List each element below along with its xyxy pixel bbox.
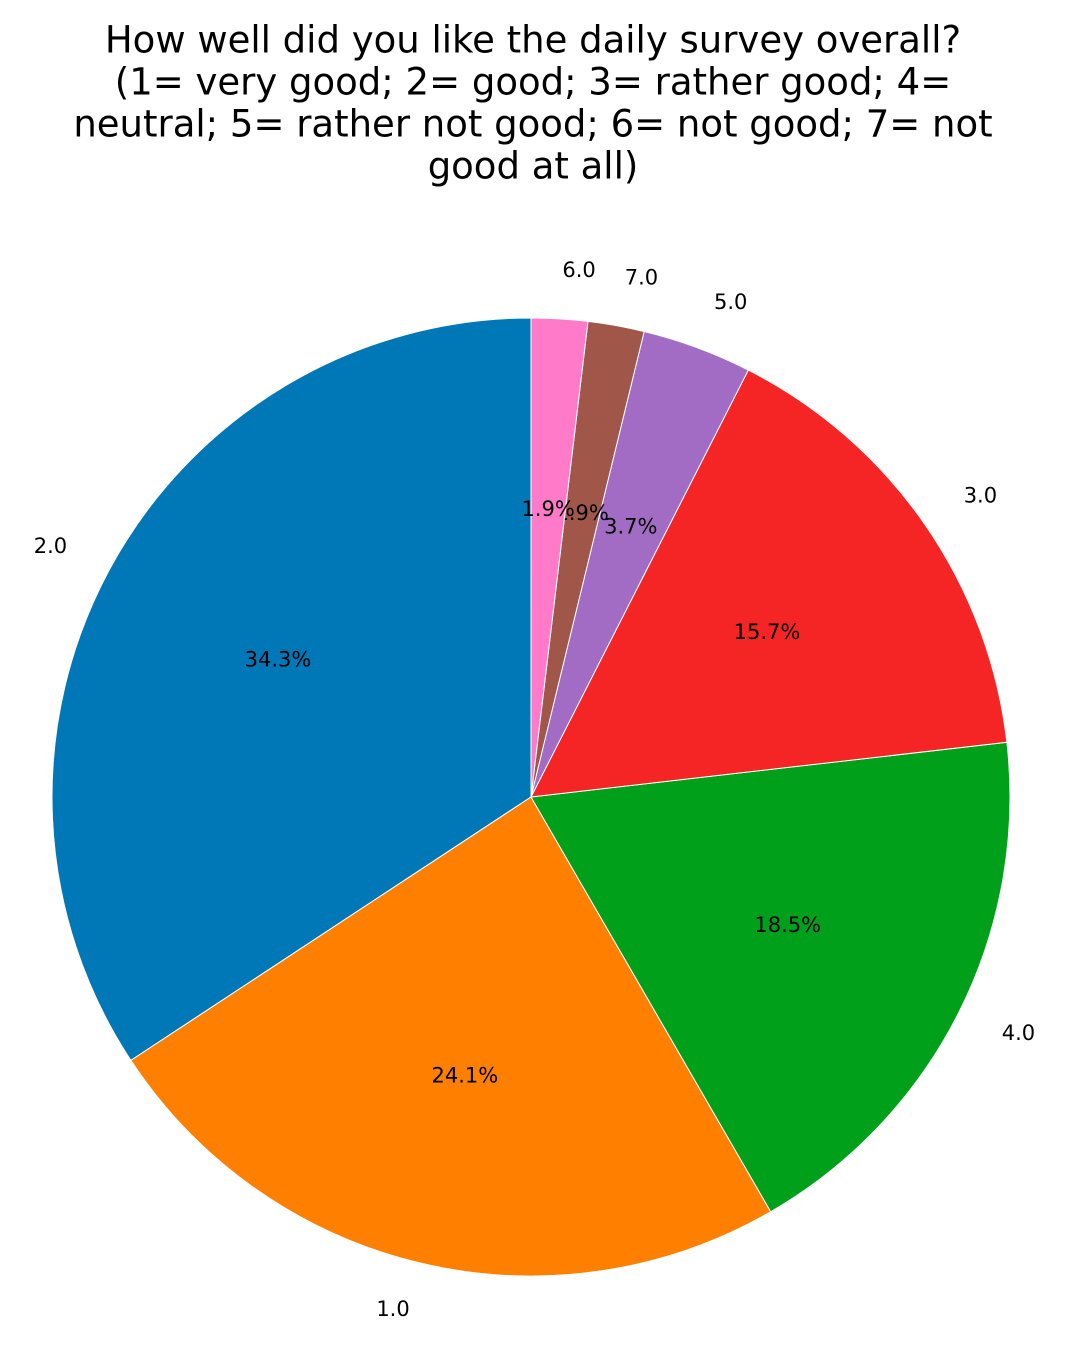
value-label: 15.7% bbox=[734, 620, 801, 644]
slice-label: 3.0 bbox=[964, 483, 997, 507]
chart-title: neutral; 5= rather not good; 6= not good… bbox=[73, 103, 992, 146]
slice-label: 7.0 bbox=[625, 266, 658, 290]
slice-label: 2.0 bbox=[34, 534, 67, 558]
pie-slice bbox=[530, 741, 1011, 1213]
value-label: 18.5% bbox=[754, 913, 821, 937]
value-label: 24.1% bbox=[431, 1064, 498, 1088]
pie-slice bbox=[130, 796, 772, 1277]
value-label: 1.9% bbox=[521, 497, 574, 521]
pie-slice bbox=[51, 317, 532, 1062]
value-label: 34.3% bbox=[245, 648, 312, 672]
chart-title: (1= very good; 2= good; 3= rather good; … bbox=[115, 61, 951, 104]
pie-slice bbox=[530, 317, 589, 798]
chart-title: How well did you like the daily survey o… bbox=[105, 19, 961, 62]
slice-label: 1.0 bbox=[376, 1297, 409, 1321]
pie-slice bbox=[530, 369, 1008, 798]
slice-label: 4.0 bbox=[1002, 1021, 1035, 1045]
slice-label: 6.0 bbox=[562, 258, 595, 282]
chart-title: good at all) bbox=[428, 145, 639, 188]
value-label: 3.7% bbox=[604, 514, 657, 538]
slice-label: 5.0 bbox=[714, 290, 747, 314]
